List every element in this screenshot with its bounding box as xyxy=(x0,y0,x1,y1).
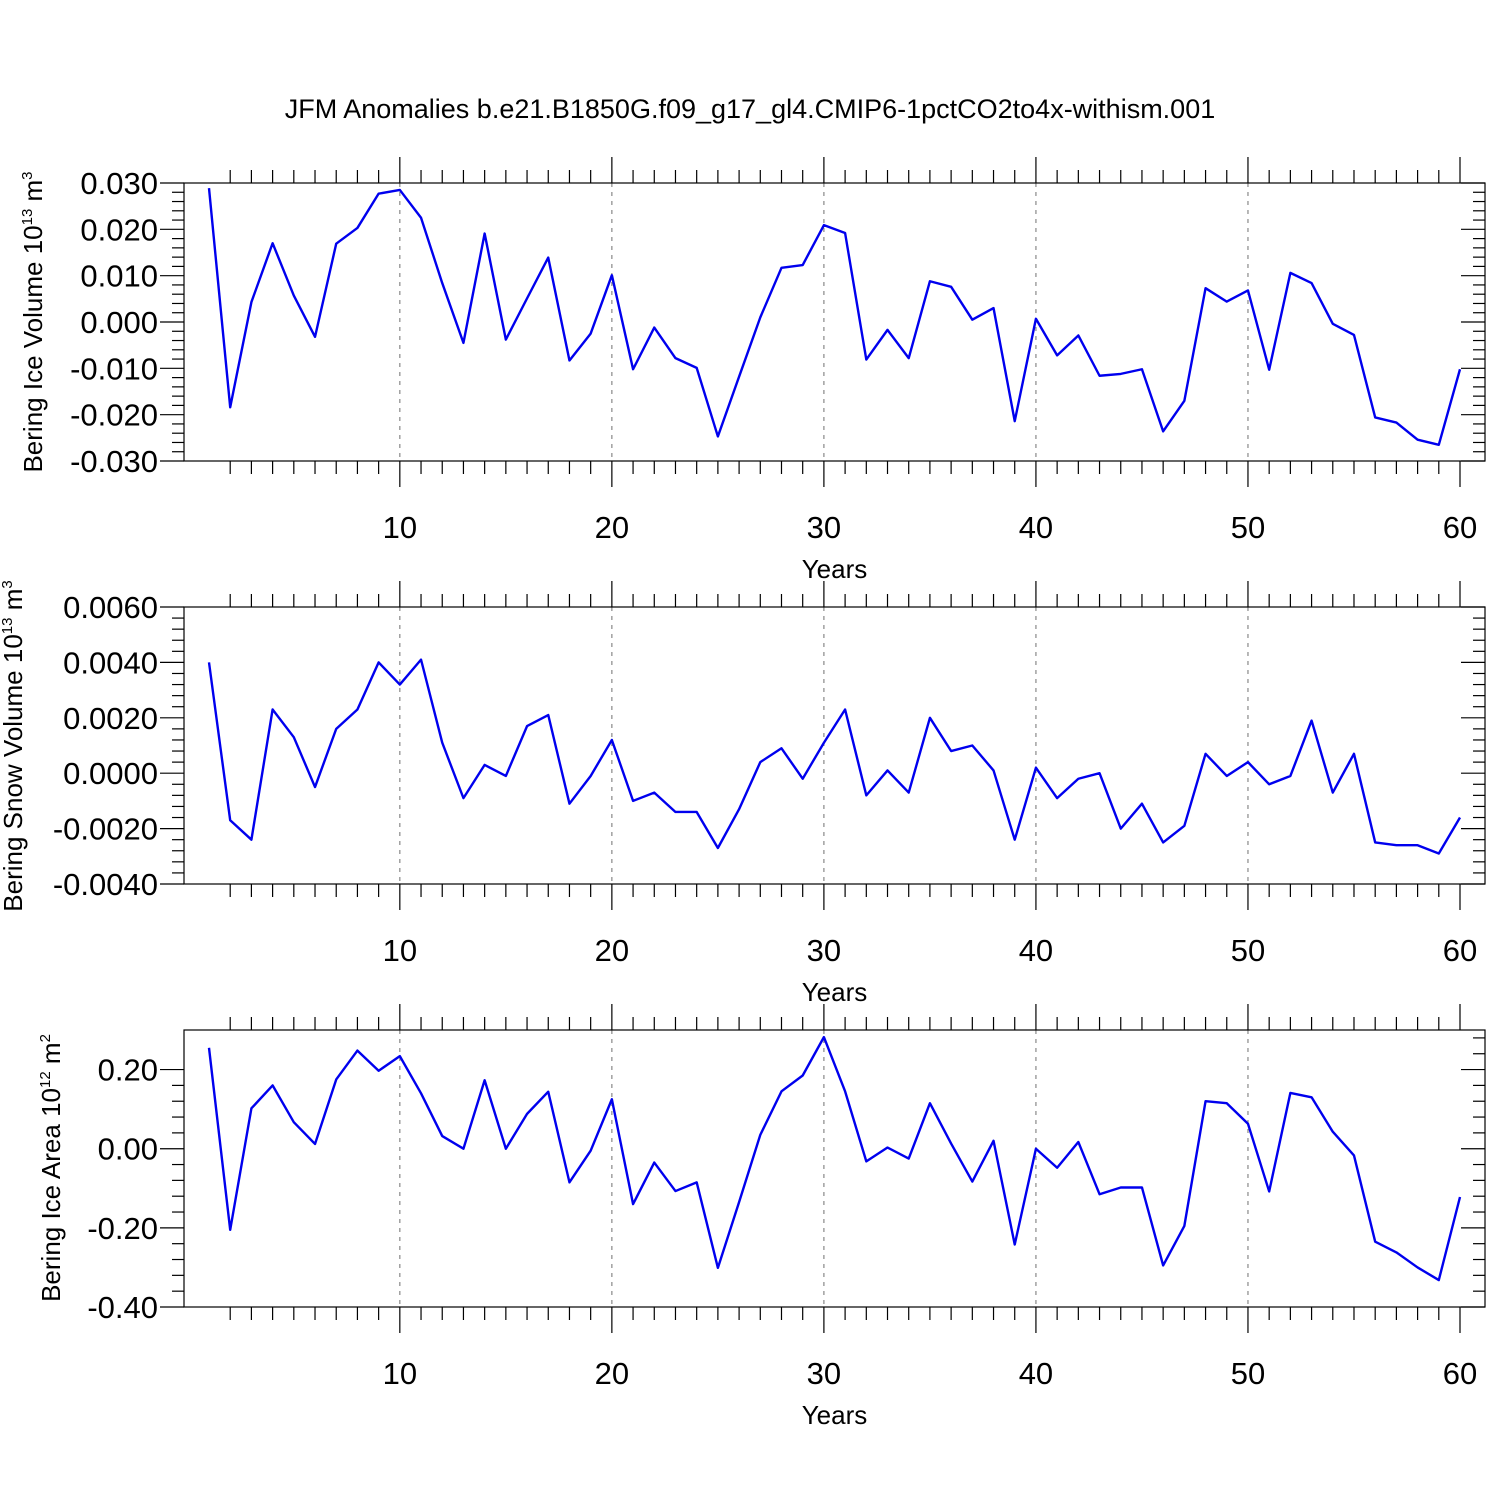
ice-volume-ytick-label-2: -0.010 xyxy=(70,351,158,386)
ice-volume-ytick-label-3: 0.000 xyxy=(80,305,158,340)
snow-volume-xtick-label-60: 60 xyxy=(1443,933,1477,968)
panel-snow-volume: 10 20 30 40 50 60 Years -0.0040 -0.0020 0.0000 0.0… xyxy=(0,580,1486,1007)
ice-area-xtick-label-40: 40 xyxy=(1019,1356,1053,1391)
panel-ice-volume: 10 20 30 40 50 60 Years -0.030 -0.020 -0.010 0.000… xyxy=(18,157,1486,584)
ice-volume-ytick-label-4: 0.010 xyxy=(80,259,158,294)
ice-volume-series-line-0 xyxy=(207,187,1462,446)
snow-volume-ytick-label-1: -0.0020 xyxy=(53,812,158,847)
ice-area-yaxis-label: Bering Ice Area 1012 m2 xyxy=(36,1034,66,1302)
ice-volume-ytick-label-5: 0.020 xyxy=(80,212,158,247)
snow-volume-xtick-label-40: 40 xyxy=(1019,933,1053,968)
ice-area-plot-frame xyxy=(183,1029,1486,1308)
snow-volume-xtick-label-10: 10 xyxy=(383,933,417,968)
ice-area-xtick-label-30: 30 xyxy=(807,1356,841,1391)
snow-volume-plot-frame xyxy=(183,606,1486,885)
ice-volume-xtick-label-30: 30 xyxy=(807,510,841,545)
ice-volume-xaxis-label: Years xyxy=(802,554,868,584)
snow-volume-series-line-0 xyxy=(207,658,1462,855)
ice-area-xtick-label-50: 50 xyxy=(1231,1356,1265,1391)
snow-volume-xtick-label-30: 30 xyxy=(807,933,841,968)
ice-area-ytick-label-3: 0.20 xyxy=(98,1053,158,1088)
ice-area-xtick-label-20: 20 xyxy=(595,1356,629,1391)
ice-area-ytick-label-1: -0.20 xyxy=(87,1211,158,1246)
snow-volume-yaxis-label: Bering Snow Volume 1013 m3 xyxy=(0,580,28,911)
snow-volume-xtick-label-50: 50 xyxy=(1231,933,1265,968)
ice-volume-plot-frame xyxy=(183,182,1486,462)
snow-volume-xtick-label-20: 20 xyxy=(595,933,629,968)
snow-volume-ytick-label-4: 0.0040 xyxy=(63,645,158,680)
ice-volume-ytick-label-1: -0.020 xyxy=(70,398,158,433)
ice-area-xtick-label-10: 10 xyxy=(383,1356,417,1391)
ice-volume-yaxis-label: Bering Ice Volume 1013 m3 xyxy=(18,171,48,472)
ice-area-series-line-0 xyxy=(207,1035,1462,1282)
ice-area-xaxis-label: Years xyxy=(802,1400,868,1430)
ice-volume-xtick-label-20: 20 xyxy=(595,510,629,545)
snow-volume-ytick-label-3: 0.0020 xyxy=(63,701,158,736)
ice-area-ytick-label-0: -0.40 xyxy=(87,1290,158,1325)
chart-title: JFM Anomalies b.e21.B1850G.f09_g17_gl4.C… xyxy=(285,94,1216,124)
ice-volume-xtick-label-40: 40 xyxy=(1019,510,1053,545)
snow-volume-ytick-label-0: -0.0040 xyxy=(53,867,158,902)
ice-volume-xtick-label-10: 10 xyxy=(383,510,417,545)
snow-volume-xaxis-label: Years xyxy=(802,977,868,1007)
snow-volume-ytick-label-5: 0.0060 xyxy=(63,590,158,625)
panel-ice-area: 10 20 30 40 50 60 Years -0.40 -0.20 0.00 0.20 Berin… xyxy=(36,1004,1486,1430)
ice-area-ytick-label-2: 0.00 xyxy=(98,1132,158,1167)
ice-volume-xtick-label-50: 50 xyxy=(1231,510,1265,545)
ice-volume-ytick-label-0: -0.030 xyxy=(70,444,158,479)
snow-volume-ytick-label-2: 0.0000 xyxy=(63,756,158,791)
ice-volume-ytick-label-6: 0.030 xyxy=(80,166,158,201)
ice-volume-xtick-label-60: 60 xyxy=(1443,510,1477,545)
ice-area-xtick-label-60: 60 xyxy=(1443,1356,1477,1391)
